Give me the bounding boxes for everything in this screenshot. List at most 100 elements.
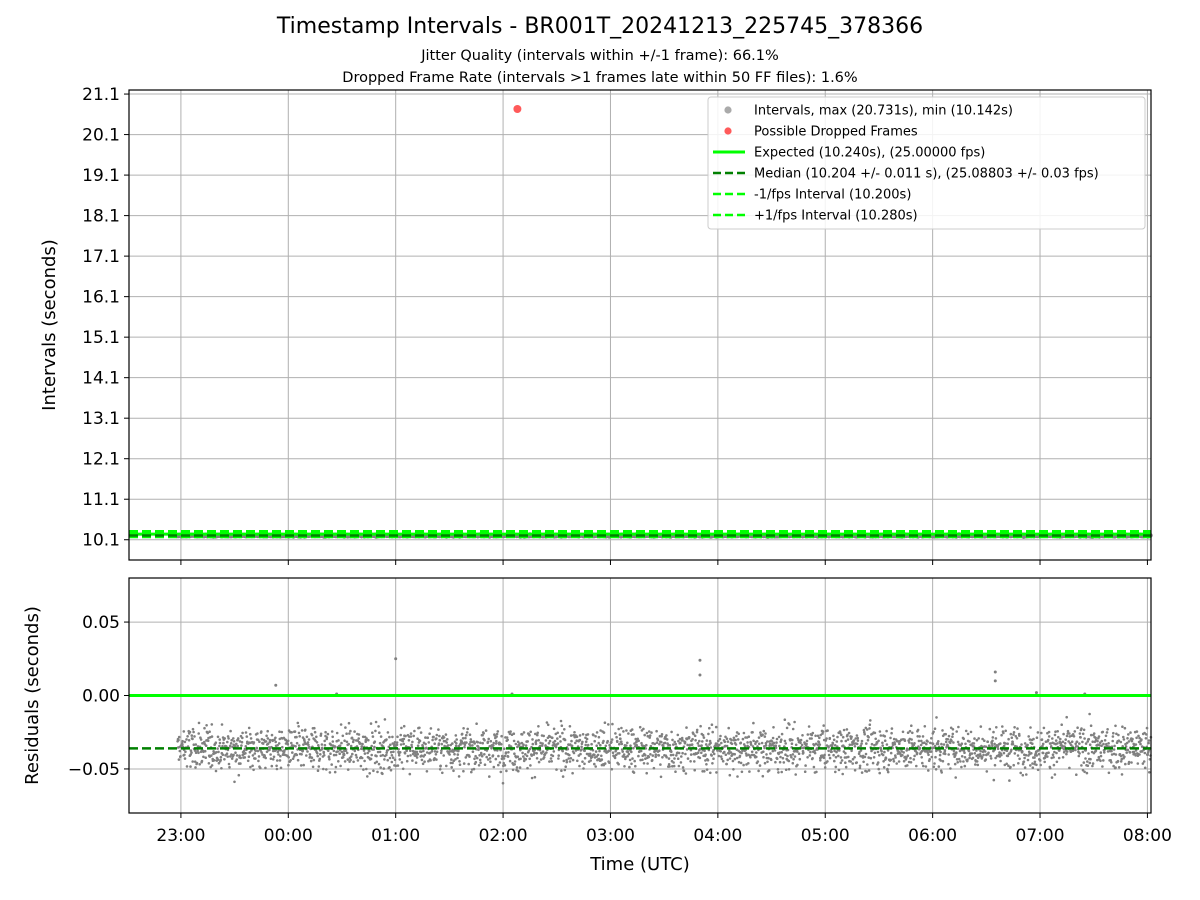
residual-point [791,753,795,756]
residual-point [505,736,509,739]
residual-outlier-point [274,683,278,687]
residual-point [696,742,700,745]
residual-point [850,749,853,753]
residual-point [277,753,280,756]
residual-point [1029,764,1032,767]
residual-point [733,757,737,761]
residual-point [867,769,871,772]
residual-point [588,754,592,758]
residual-point [255,746,259,750]
residual-point [931,742,935,746]
residual-point [847,731,851,735]
residual-point [412,734,416,738]
residual-point [871,761,875,765]
residual-point [581,740,584,744]
residual-point [922,764,925,768]
residual-point [659,763,662,766]
residual-point [433,742,437,745]
residual-point [785,726,789,730]
residual-point [695,730,699,734]
residual-point [419,731,423,734]
residual-point [1114,724,1117,728]
residual-point [726,740,730,743]
residual-point [376,770,379,774]
residual-point [976,756,980,760]
residual-point [416,744,420,747]
residual-point [794,773,797,776]
residual-point [575,735,579,738]
residual-point [235,754,239,757]
residual-point [379,754,383,758]
residual-point [327,749,330,752]
residual-point [660,740,663,744]
residual-point [550,760,553,763]
residual-point [822,724,825,727]
legend-label: -1/fps Interval (10.200s) [754,188,911,203]
residual-point [940,771,943,774]
residual-point [561,775,565,778]
residual-point [822,756,826,760]
residual-point [297,725,300,728]
residual-point [868,723,872,726]
residual-point [300,729,304,732]
residual-point [654,753,658,756]
residual-point [976,763,980,767]
residual-point [962,749,966,752]
residual-point [762,729,766,733]
x-tick-label: 01:00 [371,826,420,846]
residual-point [403,752,407,755]
residual-point [270,764,274,768]
residual-point [929,750,933,753]
residual-point [915,764,918,768]
residual-point [1026,743,1029,747]
residual-point [728,757,732,760]
residual-point [435,758,438,761]
residual-point [264,756,268,760]
residual-point [823,753,826,757]
residual-point [1062,750,1066,754]
residual-point [279,754,282,758]
residual-point [890,731,893,735]
residual-point [1060,723,1063,726]
residual-point [1127,733,1130,736]
residual-point [548,739,552,743]
residual-point [1051,737,1054,740]
residual-point [448,753,451,756]
residual-point [703,770,706,773]
residual-point [956,740,960,744]
residual-point [194,743,198,746]
residual-point [719,750,722,753]
residual-point [1103,739,1107,742]
residual-point [214,741,218,744]
y-tick-label-top: 21.1 [82,85,120,105]
residual-point [855,761,858,764]
residual-point [622,730,625,733]
residual-point [626,754,629,758]
residual-point [620,748,624,751]
residual-point [373,740,377,743]
residual-point [1088,712,1091,716]
residual-point [750,750,754,754]
residual-point [834,765,838,769]
legend-box [707,96,1146,230]
residual-point [596,753,600,757]
residual-point [648,734,652,737]
residual-point [1065,750,1069,753]
residual-point [840,733,843,737]
x-tick-label: 23:00 [156,826,205,846]
residual-point [439,764,442,768]
residual-point [424,742,427,746]
residual-point [1116,759,1120,763]
residual-point [1102,759,1105,762]
residual-point [385,753,388,757]
residual-point [707,732,710,736]
residual-point [355,745,359,748]
residual-point [471,744,474,747]
residual-point [457,744,461,748]
residual-point [1127,760,1131,764]
legend-label: Possible Dropped Frames [754,125,918,140]
residual-point [276,744,279,747]
residual-point [791,727,795,731]
residual-point [1092,732,1096,735]
residual-point [770,740,774,743]
